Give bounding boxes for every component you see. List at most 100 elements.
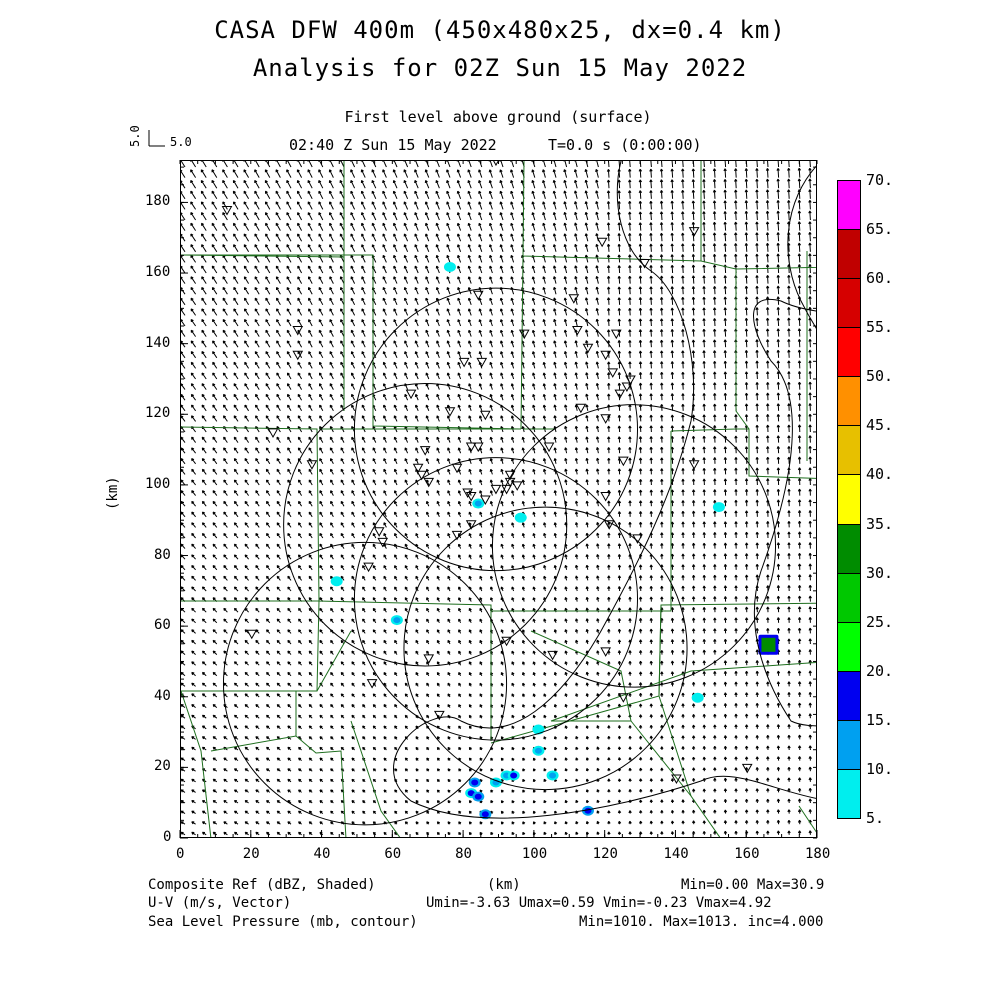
echo-cell [546,770,559,781]
echo-outer [514,512,527,523]
station-marker [639,258,650,269]
echo-cell [468,777,481,788]
station-marker [221,205,233,216]
isobar-1012 [393,161,816,819]
station-marker [511,481,523,491]
station-marker [373,527,385,537]
echo-cell [390,615,403,626]
colorbar-level-label: 50. [866,367,894,386]
colorbar-level-label: 30. [866,563,894,582]
county-line [798,805,816,833]
map-plot-area [180,160,817,838]
colorbar-swatch [837,229,861,280]
station-marker [600,491,612,502]
colorbar-swatch [837,474,861,525]
colorbar-level-label: 25. [866,612,894,631]
station-marker [476,357,488,368]
echo-outer [330,576,343,587]
wind-vector-label: U-V (m/s, Vector) [148,895,292,911]
station-marker [547,650,558,661]
echo-core [393,617,401,624]
radar-range-rings [222,287,777,826]
echo-cell [532,724,545,735]
y-tick-label: 160 [145,264,171,281]
station-marker [610,329,622,340]
x-axis-label: (km) [487,877,521,893]
station-marker [600,350,612,361]
x-tick-label: 20 [242,846,260,862]
colorbar-level-label: 65. [866,220,894,239]
echo-cell [472,498,485,509]
station-marker [423,654,435,664]
station-marker [451,530,463,541]
x-tick-label: 160 [734,846,760,862]
station-marker [419,446,431,456]
echo-cell [472,791,485,802]
station-marker [596,237,608,248]
echo-cell [758,634,779,655]
county-line [520,255,524,430]
radar-range-ring [222,541,508,826]
station-marker [688,460,700,470]
radar-range-ring [491,404,777,688]
level-label: First level above ground (surface) [344,108,652,126]
station-marker [465,520,477,530]
echo-outer [443,261,456,272]
colorbar-swatch [837,327,861,378]
station-marker [306,460,318,470]
valid-time-label: 02:40 Z Sun 15 May 2022 [289,136,497,154]
county-line [181,254,522,430]
station-marker [504,470,516,481]
colorbar-swatch [837,621,861,672]
station-marker [614,389,626,400]
colorbar-swatch [837,768,861,819]
map-title: CASA DFW 400m (450x480x25, dx=0.4 km) [214,16,786,44]
colorbar-level-label: 60. [866,269,894,288]
y-axis-label: (km) [105,476,121,510]
station-marker [363,562,374,573]
composite-ref-label: Composite Ref (dBZ, Shaded) [148,877,376,893]
echo-cell [330,576,343,587]
y-tick-label: 0 [163,829,172,845]
isobar-1012-east [787,165,816,329]
station-marker [600,414,612,424]
echo-core [474,793,482,800]
station-marker [292,326,304,336]
observation-stations [221,161,753,784]
reference-vector-icon [148,130,165,147]
county-line [550,662,816,722]
station-marker [412,463,424,474]
y-tick-label: 60 [154,617,171,634]
echo-cell [479,809,492,820]
station-marker [366,679,378,689]
echo-cell [514,512,527,523]
echo-outer [691,692,704,703]
y-tick-label: 40 [154,687,171,704]
echo-core [549,772,557,779]
station-marker [504,477,516,488]
x-tick-label: 140 [663,846,689,862]
station-marker [632,534,643,544]
colorbar-swatch [837,180,861,231]
station-marker [518,329,530,340]
colorbar-level-label: 20. [866,661,894,680]
station-marker [377,537,389,548]
station-marker [433,710,445,721]
colorbar-swatch [837,670,861,721]
reflectivity-echoes [330,261,779,820]
colorbar-swatch [837,523,861,574]
station-marker [405,389,417,400]
station-marker [688,227,700,237]
pressure-contour-stats: Min=1010. Max=1013. inc=4.000 [579,914,824,930]
echo-core [761,637,776,652]
y-tick-label: 180 [145,193,171,210]
echo-cell [532,745,545,756]
x-tick-label: 180 [805,846,831,862]
colorbar-swatch [837,376,861,427]
county-boundaries [181,161,816,837]
composite-ref-stats: Min=0.00 Max=30.9 [681,877,825,893]
wind-vector-stats: Umin=-3.63 Umax=0.59 Vmin=-0.23 Vmax=4.9… [426,895,772,911]
x-tick-label: 80 [455,846,472,862]
echo-cell [507,770,520,781]
